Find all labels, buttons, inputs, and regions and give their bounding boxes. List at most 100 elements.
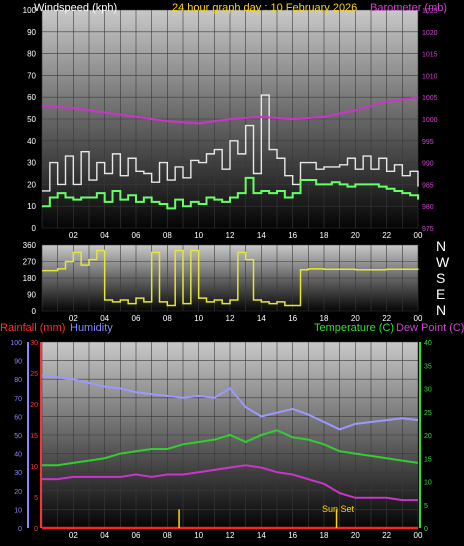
direction-ytick: 0 bbox=[32, 307, 37, 316]
humidity-xtick: 22 bbox=[382, 531, 391, 540]
temp-ytick: 0 bbox=[424, 526, 428, 533]
rain-ytick: 0 bbox=[34, 526, 38, 533]
direction-xtick: 06 bbox=[132, 314, 141, 323]
humidity-xtick: 06 bbox=[132, 531, 141, 540]
temp-ytick: 10 bbox=[424, 480, 432, 487]
wind-ytick: 50 bbox=[27, 115, 36, 124]
compass-label-e: E bbox=[436, 286, 446, 302]
wind-xtick: 10 bbox=[194, 231, 203, 240]
windspeed-title: Windspeed (kph) bbox=[34, 2, 118, 14]
compass-label-w: W bbox=[436, 254, 450, 270]
humidity-xtick: 00 bbox=[414, 531, 423, 540]
baro-ytick: 1000 bbox=[422, 117, 438, 124]
humidity-xtick: 10 bbox=[194, 531, 203, 540]
wind-xtick: 12 bbox=[226, 231, 235, 240]
temp-ytick: 35 bbox=[424, 363, 432, 370]
baro-ytick: 990 bbox=[422, 161, 434, 168]
baro-ytick: 995 bbox=[422, 139, 434, 146]
humidity-ytick: 40 bbox=[14, 452, 22, 459]
wind-ytick: 30 bbox=[27, 159, 36, 168]
humidity-xtick: 12 bbox=[226, 531, 235, 540]
wind-ytick: 100 bbox=[23, 6, 37, 15]
wind-ytick: 60 bbox=[27, 93, 36, 102]
wind-xtick: 08 bbox=[163, 231, 172, 240]
wind-xtick: 16 bbox=[288, 231, 297, 240]
baro-ytick: 1005 bbox=[422, 95, 438, 102]
wind-xtick: 06 bbox=[132, 231, 141, 240]
direction-xtick: 04 bbox=[100, 314, 109, 323]
humidity-ytick: 70 bbox=[14, 396, 22, 403]
temp-ytick: 30 bbox=[424, 387, 432, 394]
humidity-line bbox=[41, 374, 419, 431]
temp-ytick: 40 bbox=[424, 340, 432, 347]
humidity-xtick: 02 bbox=[69, 531, 78, 540]
humidity-ytick: 90 bbox=[14, 359, 22, 366]
humidity-xtick: 14 bbox=[257, 531, 266, 540]
wind-xtick: 20 bbox=[351, 231, 360, 240]
baro-ytick: 985 bbox=[422, 182, 434, 189]
wind-ytick: 40 bbox=[27, 137, 36, 146]
sun-set-label: Sun Set bbox=[322, 504, 355, 514]
temperature-line bbox=[42, 429, 419, 467]
humidity-ytick: 60 bbox=[14, 414, 22, 421]
rain-ytick: 25 bbox=[30, 371, 38, 378]
wind-xtick: 00 bbox=[414, 231, 423, 240]
baro-ytick: 1025 bbox=[422, 8, 438, 15]
humidity-ytick: 20 bbox=[14, 489, 22, 496]
direction-xtick: 20 bbox=[351, 314, 360, 323]
temp-ytick: 20 bbox=[424, 433, 432, 440]
direction-ytick: 180 bbox=[23, 274, 37, 283]
rainfall-title: Rainfall (mm) bbox=[0, 322, 66, 334]
barometer-title: Barometer (mb) bbox=[370, 2, 448, 14]
direction-xtick: 16 bbox=[288, 314, 297, 323]
wind-xtick: 04 bbox=[100, 231, 109, 240]
humidity-xtick: 20 bbox=[351, 531, 360, 540]
graph-date-title: 24 hour graph day : 10 February 2026 bbox=[172, 2, 358, 14]
baro-ytick: 1020 bbox=[422, 30, 438, 37]
wind-xtick: 18 bbox=[320, 231, 329, 240]
direction-xtick: 18 bbox=[320, 314, 329, 323]
rain-ytick: 15 bbox=[30, 433, 38, 440]
wind-direction-line bbox=[42, 249, 419, 307]
rain-ytick: 10 bbox=[30, 464, 38, 471]
wind-ytick: 10 bbox=[27, 202, 36, 211]
humidity-ytick: 80 bbox=[14, 377, 22, 384]
barometer-line bbox=[41, 96, 419, 125]
temperature-title: Temperature (C) bbox=[314, 322, 395, 334]
direction-xtick: 12 bbox=[226, 314, 235, 323]
humidity-ytick: 100 bbox=[10, 340, 22, 347]
direction-xtick: 22 bbox=[382, 314, 391, 323]
baro-ytick: 975 bbox=[422, 226, 434, 233]
baro-ytick: 1010 bbox=[422, 73, 438, 80]
wind-ytick: 70 bbox=[27, 71, 36, 80]
humidity-title: Humidity bbox=[70, 322, 113, 334]
humidity-xtick: 08 bbox=[163, 531, 172, 540]
direction-ytick: 360 bbox=[23, 241, 37, 250]
direction-xtick: 00 bbox=[414, 314, 423, 323]
rain-ytick: 20 bbox=[30, 402, 38, 409]
direction-xtick: 02 bbox=[69, 314, 78, 323]
wind-xtick: 22 bbox=[382, 231, 391, 240]
windspeed-line bbox=[42, 94, 419, 192]
compass-label-n-bottom: N bbox=[436, 302, 447, 318]
baro-ytick: 1015 bbox=[422, 52, 438, 59]
rain-ytick: 5 bbox=[34, 495, 38, 502]
temp-ytick: 25 bbox=[424, 410, 432, 417]
wind-ytick: 0 bbox=[32, 224, 37, 233]
dew-point-title: Dew Point (C) bbox=[396, 322, 464, 334]
direction-xtick: 10 bbox=[194, 314, 203, 323]
humidity-xtick: 04 bbox=[100, 531, 109, 540]
humidity-xtick: 16 bbox=[288, 531, 297, 540]
humidity-ytick: 50 bbox=[14, 433, 22, 440]
wind-ytick: 20 bbox=[27, 180, 36, 189]
wind-xtick: 02 bbox=[69, 231, 78, 240]
dew-point-line bbox=[42, 464, 418, 502]
humidity-ytick: 0 bbox=[18, 526, 22, 533]
humidity-ytick: 10 bbox=[14, 507, 22, 514]
wind-ytick: 90 bbox=[27, 28, 36, 37]
wind-ytick: 80 bbox=[27, 50, 36, 59]
humidity-xtick: 18 bbox=[320, 531, 329, 540]
direction-ytick: 90 bbox=[27, 291, 36, 300]
